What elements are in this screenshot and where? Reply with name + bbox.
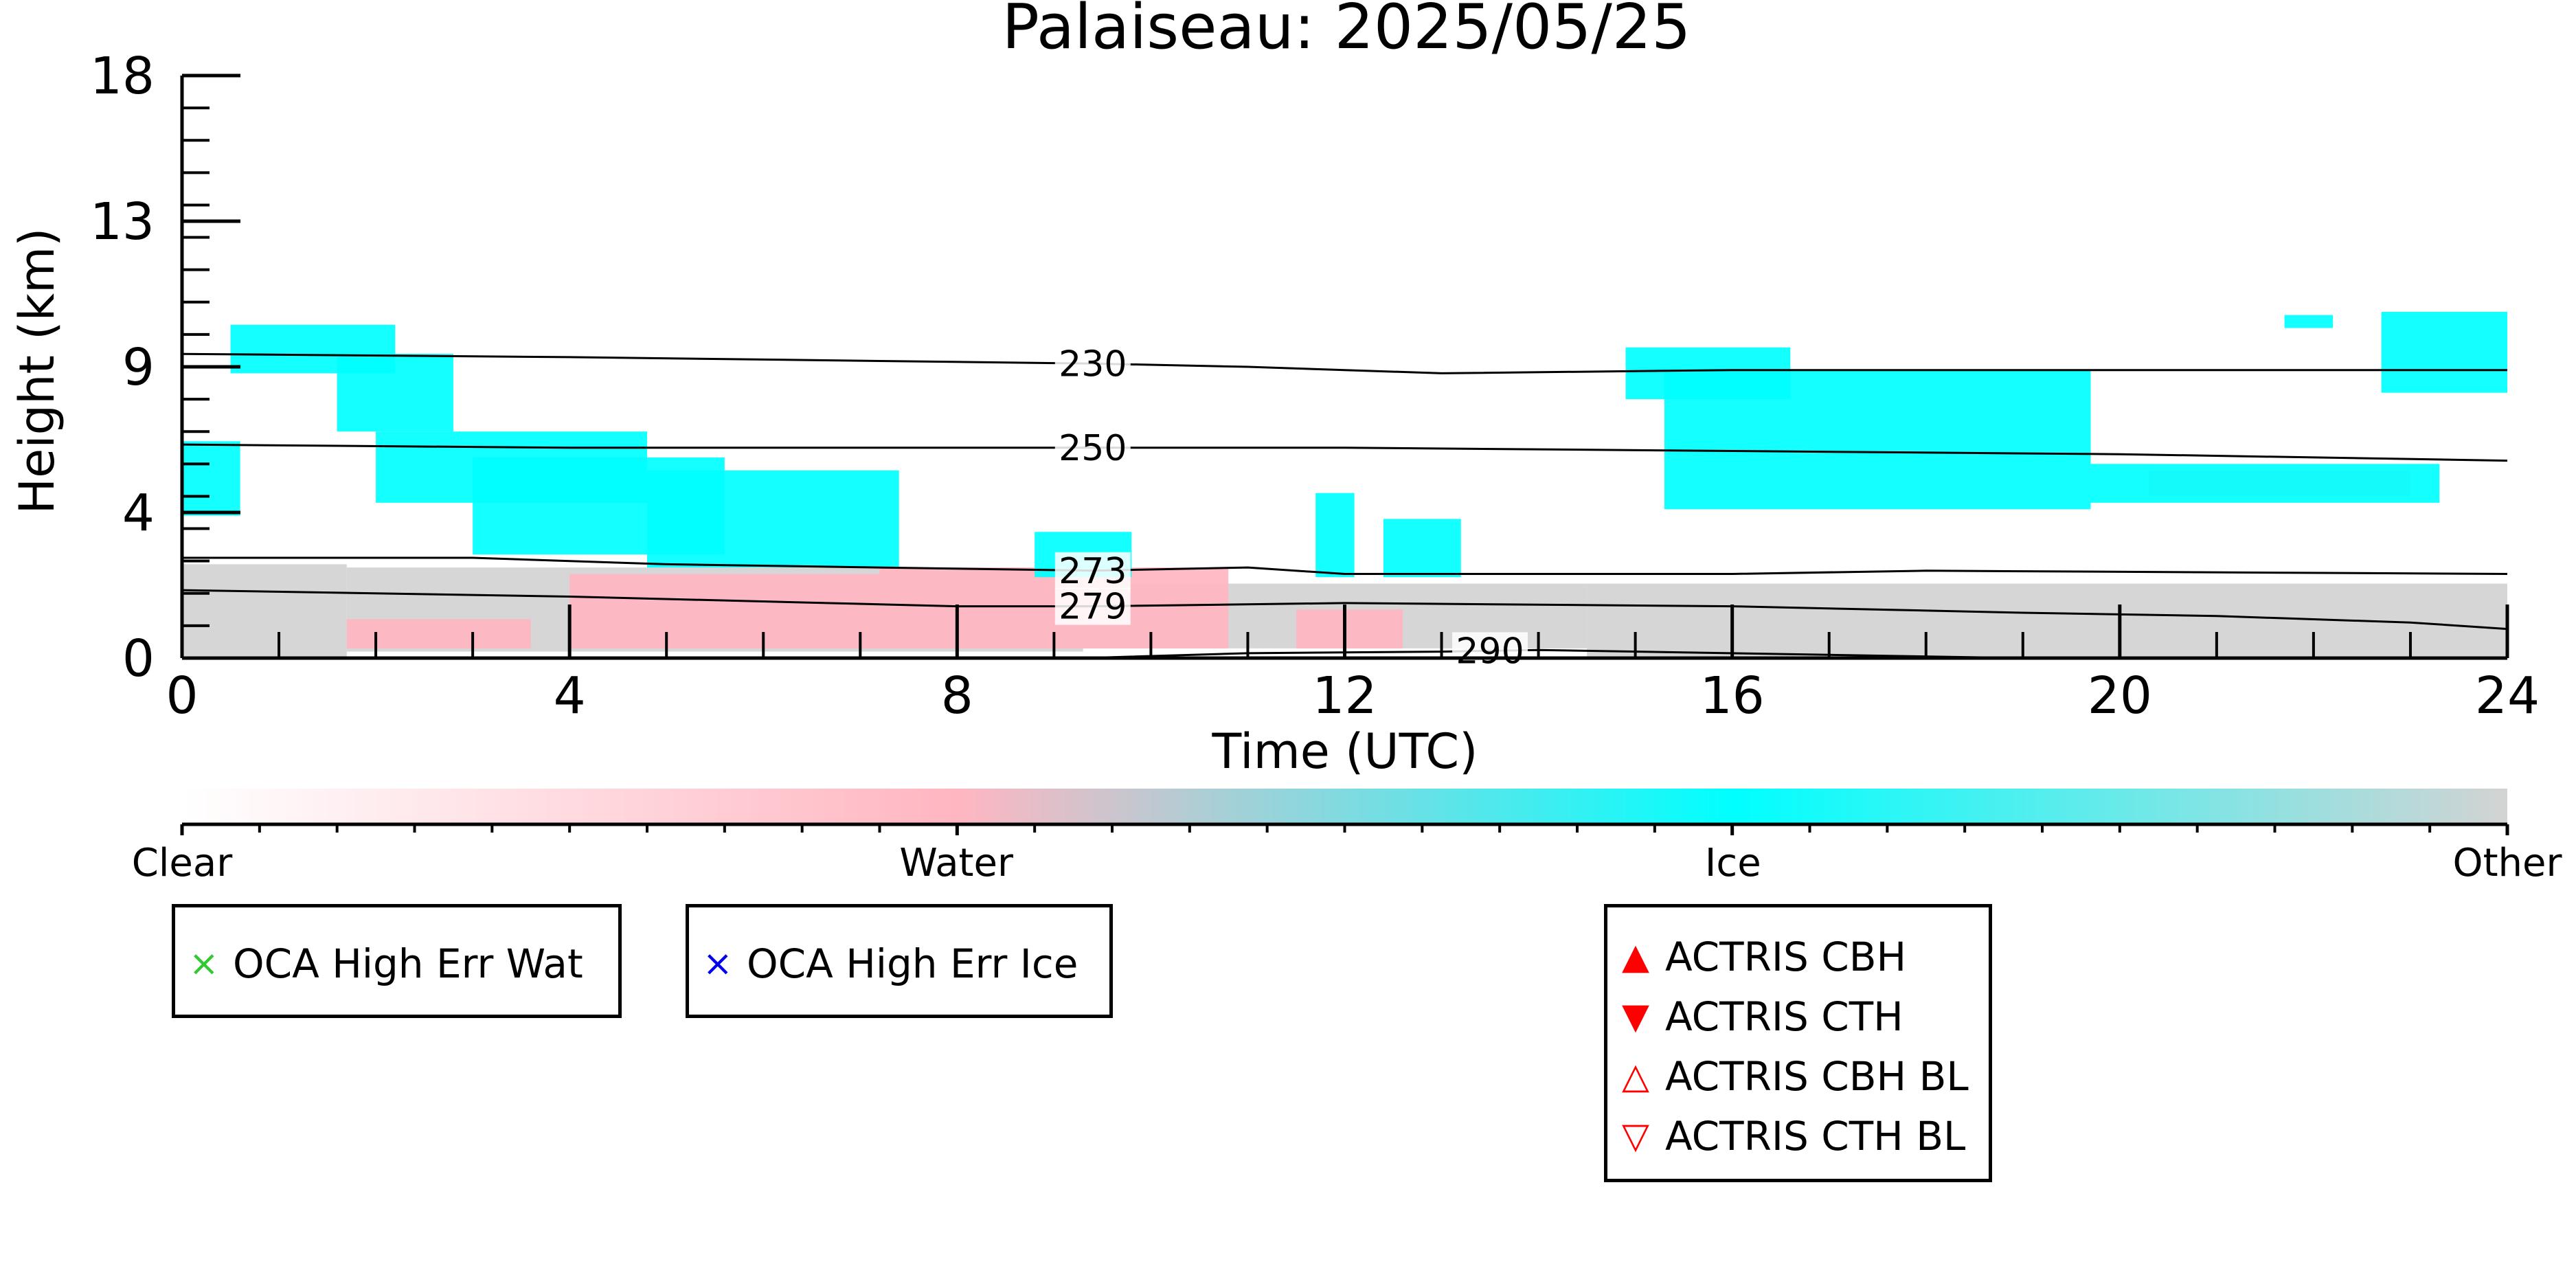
contour-line-273 <box>182 556 2508 575</box>
x-tick-label: 20 <box>2088 666 2152 725</box>
legend-oca-water: × OCA High Err Wat <box>172 904 622 1018</box>
colorbar-label: Clear <box>132 841 233 885</box>
legend-entry-actris-cbh-bl: △ ACTRIS CBH BL <box>1621 1053 1969 1100</box>
triangle-down-filled-icon: ▼ <box>1622 996 1649 1037</box>
cloud-regions <box>182 311 2507 658</box>
colorbar-label: Other <box>2452 841 2562 885</box>
triangle-down-outline-icon: ▽ <box>1622 1116 1649 1157</box>
x-axis-label: Time (UTC) <box>1212 723 1478 780</box>
contour-label-bg <box>1054 345 1131 383</box>
y-tick-label: 18 <box>90 47 155 106</box>
region-ice <box>182 441 240 516</box>
contour-label-279: 279 <box>1059 587 1127 628</box>
region-ice <box>1664 370 2091 510</box>
colorbar <box>182 789 2507 824</box>
legend-entry-actris-cth-bl: ▽ ACTRIS CTH BL <box>1621 1113 1965 1160</box>
legend-marker-x-icon: × <box>189 943 219 984</box>
axes: 0 4 9 13 18 0 4 8 12 16 20 24 <box>90 47 2540 725</box>
contour-label-273: 273 <box>1059 551 1127 592</box>
colorbar-label: Ice <box>1705 841 1761 885</box>
legend-entry-actris-cbh: ▲ ACTRIS CBH <box>1621 934 1906 980</box>
region-ice <box>2381 311 2507 393</box>
triangle-up-filled-icon: ▲ <box>1622 936 1649 978</box>
region-ice <box>647 470 899 568</box>
colorbar-axis: Clear Water Ice Other <box>132 822 2562 885</box>
legend-entry-oca-high-err-wat: × OCA High Err Wat <box>189 940 583 987</box>
colorbar-label: Water <box>899 841 1014 885</box>
legend-label: ACTRIS CTH BL <box>1665 1113 1966 1160</box>
legend-actris: ▲ ACTRIS CBH ▼ ACTRIS CTH △ ACTRIS CBH B… <box>1604 904 1992 1182</box>
legend-label: ACTRIS CBH <box>1665 934 1907 980</box>
contour-label-bg <box>1054 587 1131 625</box>
y-tick-label: 4 <box>122 484 155 543</box>
region-water <box>569 574 880 648</box>
contour-label-bg <box>1452 632 1528 670</box>
y-tick-label: 9 <box>122 338 155 397</box>
region-water <box>346 619 531 648</box>
triangle-up-outline-icon: △ <box>1622 1056 1649 1097</box>
region-ice <box>2284 315 2334 328</box>
region-ice <box>1383 519 1461 578</box>
contour-line-250 <box>181 443 2508 462</box>
legend-label: ACTRIS CTH <box>1665 993 1903 1040</box>
x-tick-label: 4 <box>554 666 586 725</box>
contour-label-bg <box>1054 552 1131 589</box>
legend-label: OCA High Err Ice <box>747 940 1078 987</box>
x-tick-label: 24 <box>2475 666 2540 725</box>
x-tick-label: 0 <box>166 666 198 725</box>
x-tick-label: 8 <box>941 666 973 725</box>
y-axis-label: Height (km) <box>9 228 65 515</box>
contour-label-bg <box>1054 429 1131 466</box>
contour-line-279 <box>181 589 2508 631</box>
region-ice <box>337 354 453 432</box>
region-ice <box>1315 493 1355 578</box>
region-ice <box>2090 464 2440 503</box>
x-tick-label: 16 <box>1700 666 1765 725</box>
legend-marker-x-icon: × <box>703 943 733 984</box>
legend-entry-actris-cth: ▼ ACTRIS CTH <box>1621 993 1903 1040</box>
y-tick-label: 13 <box>90 192 155 251</box>
legend-label: ACTRIS CBH BL <box>1665 1053 1969 1100</box>
contour-line-230 <box>181 352 2507 374</box>
contour-label-230: 230 <box>1059 343 1127 385</box>
contour-label-290: 290 <box>1456 631 1524 672</box>
chart-title: Palaiseau: 2025/05/25 <box>1002 0 1691 63</box>
contour-label-250: 250 <box>1059 428 1127 469</box>
region-other <box>182 564 347 658</box>
x-tick-label: 12 <box>1312 666 1377 725</box>
y-tick-label: 0 <box>122 629 155 688</box>
legend-entry-oca-high-err-ice: × OCA High Err Ice <box>703 940 1078 987</box>
legend-oca-ice: × OCA High Err Ice <box>686 904 1113 1018</box>
legend-label: OCA High Err Wat <box>233 940 583 987</box>
region-water <box>1296 609 1403 648</box>
